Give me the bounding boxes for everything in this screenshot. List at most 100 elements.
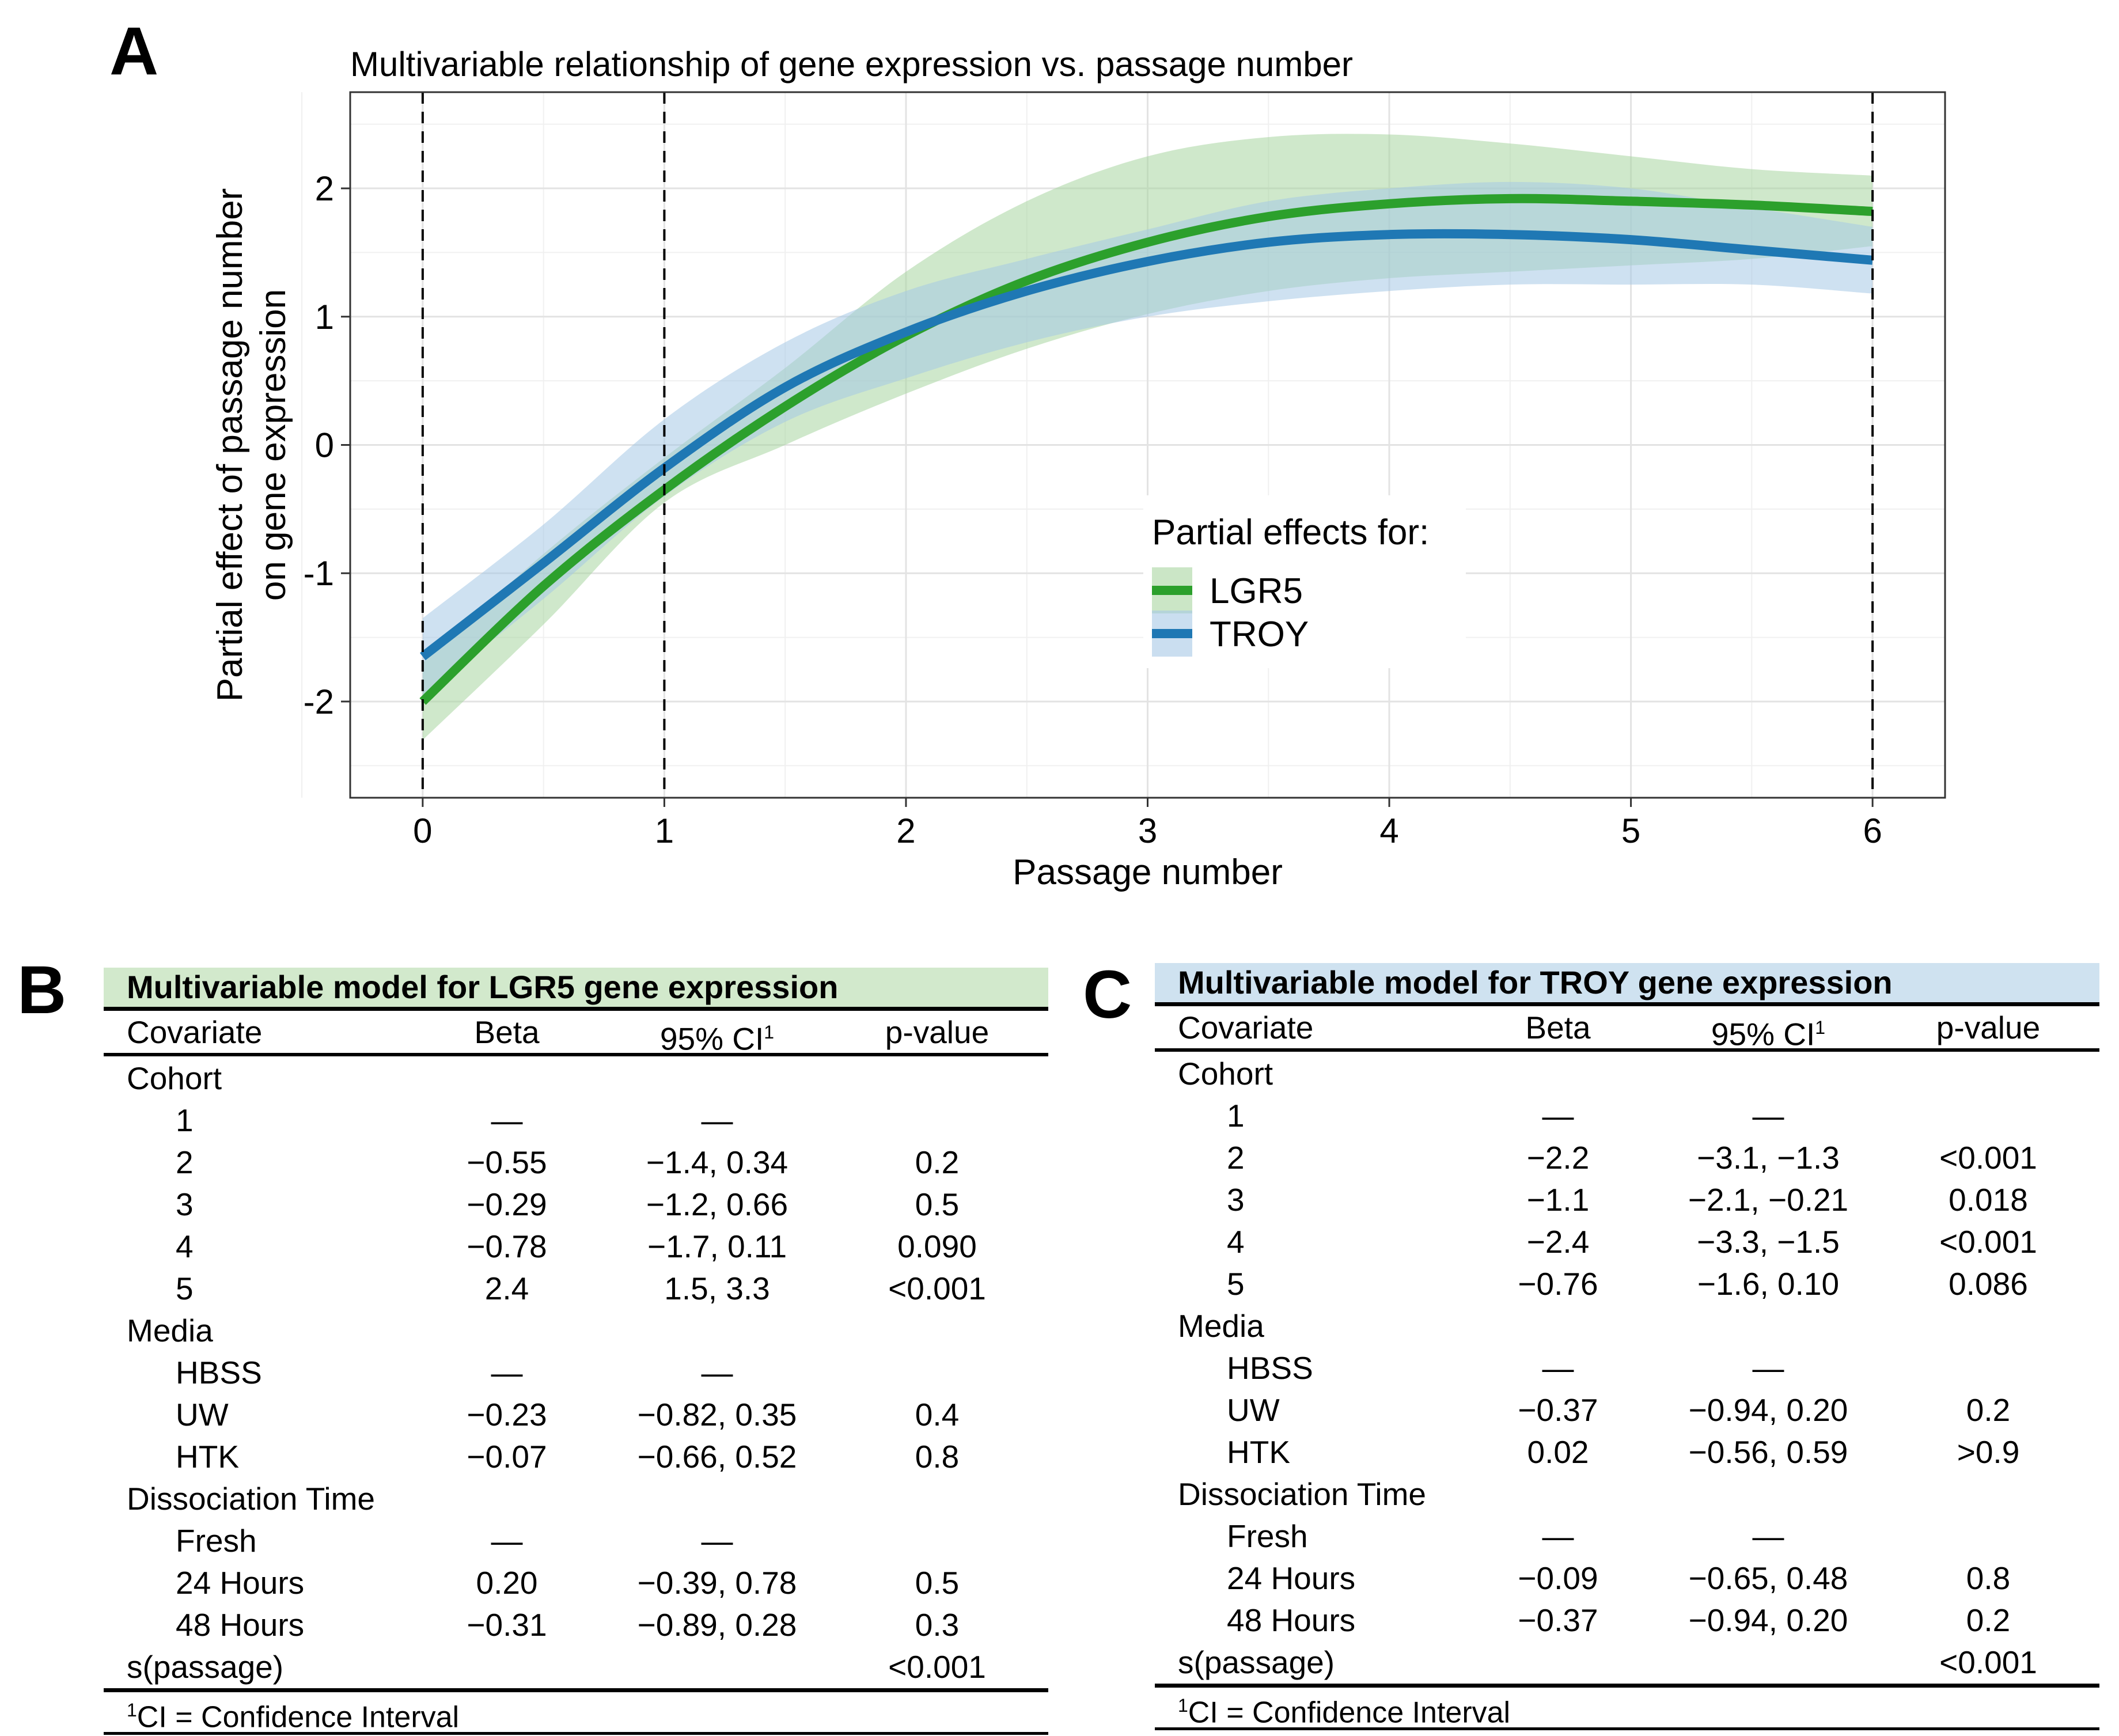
table-row: HTK −0.07 −0.66, 0.52 0.8 xyxy=(104,1436,1048,1477)
header-ci: 95% CI1 xyxy=(659,1021,775,1057)
chart-title: Multivariable relationship of gene expre… xyxy=(350,45,1353,84)
table-footnote-rule xyxy=(1155,1727,2099,1730)
panel-label-b: B xyxy=(17,952,67,1028)
table-header-rule xyxy=(104,1053,1048,1056)
cell-beta: −0.07 xyxy=(467,1439,547,1475)
footnote-text: CI = Confidence Interval xyxy=(137,1700,460,1734)
cell-covariate: Cohort xyxy=(1178,1056,1273,1091)
cell-p-value: 0.086 xyxy=(1949,1266,2028,1302)
table-row: 4 −2.4 −3.3, −1.5 <0.001 xyxy=(1155,1221,2099,1263)
cell-covariate: UW xyxy=(1227,1392,1280,1428)
cell-p-value: 0.090 xyxy=(897,1229,977,1264)
table-bottom-rule xyxy=(104,1688,1048,1692)
y-axis-label-line1: Partial effect of passage number xyxy=(210,188,250,702)
cell-p-value: 0.2 xyxy=(915,1144,960,1180)
table-top-rule xyxy=(104,1007,1048,1011)
table-row: Media xyxy=(104,1310,1048,1351)
cell-covariate: 5 xyxy=(176,1271,194,1306)
cell-beta: −0.31 xyxy=(467,1607,547,1643)
table-row: 48 Hours −0.37 −0.94, 0.20 0.2 xyxy=(1155,1599,2099,1641)
x-tick-label: 6 xyxy=(1863,812,1882,850)
cell-p-value: 0.8 xyxy=(915,1439,960,1475)
cell-beta: 0.20 xyxy=(476,1565,538,1601)
cell-beta: −0.09 xyxy=(1518,1560,1598,1596)
cell-beta: −0.37 xyxy=(1518,1602,1598,1638)
table-row: UW −0.37 −0.94, 0.20 0.2 xyxy=(1155,1389,2099,1431)
x-tick-label: 5 xyxy=(1621,812,1640,850)
table-header-rule xyxy=(1155,1048,2099,1052)
cell-ci: −1.2, 0.66 xyxy=(646,1187,789,1222)
table-row: 24 Hours −0.09 −0.65, 0.48 0.8 xyxy=(1155,1557,2099,1599)
table-row: s(passage) <0.001 xyxy=(104,1646,1048,1688)
passage-effect-chart: 0 1 2 3 4 5 6 -2 -1 0 1 2 Multivariable relationship… xyxy=(210,45,1946,892)
cell-ci: −1.6, 0.10 xyxy=(1697,1266,1840,1302)
header-p-value: p-value xyxy=(885,1014,990,1050)
cell-beta: — xyxy=(1542,1098,1574,1134)
cell-ci: −0.39, 0.78 xyxy=(637,1565,797,1601)
cell-beta: −0.37 xyxy=(1518,1392,1598,1428)
cell-covariate: HTK xyxy=(1227,1434,1290,1470)
y-tick-label: 1 xyxy=(315,298,334,336)
table-row: 5 −0.76 −1.6, 0.10 0.086 xyxy=(1155,1263,2099,1305)
table-header-row: Covariate Beta 95% CI1 p-value xyxy=(104,1011,1048,1056)
legend-title: Partial effects for: xyxy=(1152,513,1429,552)
cell-p-value: 0.3 xyxy=(915,1607,960,1643)
cell-p-value: 0.2 xyxy=(1966,1392,2011,1428)
cell-beta: — xyxy=(1542,1350,1574,1386)
header-covariate: Covariate xyxy=(127,1014,263,1050)
cell-covariate: 3 xyxy=(1227,1182,1245,1218)
cell-beta: −2.2 xyxy=(1526,1140,1590,1176)
x-tick-label: 2 xyxy=(896,812,915,850)
table-row: HTK 0.02 −0.56, 0.59 >0.9 xyxy=(1155,1431,2099,1473)
table-row: 3 −1.1 −2.1, −0.21 0.018 xyxy=(1155,1179,2099,1220)
cell-covariate: s(passage) xyxy=(1178,1644,1335,1680)
cell-covariate: s(passage) xyxy=(127,1649,284,1685)
table-row: Dissociation Time xyxy=(1155,1473,2099,1515)
table-header-row: Covariate Beta 95% CI1 p-value xyxy=(1155,1007,2099,1052)
table-row: 48 Hours −0.31 −0.89, 0.28 0.3 xyxy=(104,1604,1048,1646)
footnote-superscript: 1 xyxy=(1178,1695,1188,1716)
cell-covariate: Fresh xyxy=(176,1523,257,1559)
cell-beta: — xyxy=(1542,1518,1574,1554)
cell-beta: −2.4 xyxy=(1526,1224,1590,1260)
y-tick-label: -1 xyxy=(304,554,334,593)
header-ci: 95% CI1 xyxy=(1711,1016,1826,1052)
cell-covariate: 2 xyxy=(176,1144,194,1180)
cell-covariate: Fresh xyxy=(1227,1518,1308,1554)
cell-covariate: Media xyxy=(1178,1308,1264,1344)
cell-covariate: 48 Hours xyxy=(176,1607,305,1643)
table-bottom-rule xyxy=(1155,1684,2099,1688)
cell-p-value: 0.5 xyxy=(915,1565,960,1601)
cell-ci: — xyxy=(701,1355,733,1390)
cell-beta: −0.23 xyxy=(467,1397,547,1432)
header-beta: Beta xyxy=(474,1014,540,1050)
panel-label-c: C xyxy=(1083,957,1132,1033)
cell-p-value: <0.001 xyxy=(1939,1140,2037,1176)
cell-p-value: <0.001 xyxy=(1939,1644,2037,1680)
table-row: 3 −0.29 −1.2, 0.66 0.5 xyxy=(104,1184,1048,1225)
cell-ci: −0.94, 0.20 xyxy=(1688,1602,1848,1638)
legend-background xyxy=(1143,495,1466,668)
table-row: s(passage) <0.001 xyxy=(1155,1642,2099,1683)
table-row: 1 — — xyxy=(1155,1095,2099,1136)
cell-ci: −1.4, 0.34 xyxy=(646,1144,789,1180)
table-row: UW −0.23 −0.82, 0.35 0.4 xyxy=(104,1394,1048,1435)
cell-ci: −0.56, 0.59 xyxy=(1688,1434,1848,1470)
table-row: 1 — — xyxy=(104,1100,1048,1141)
header-p-value: p-value xyxy=(1936,1010,2041,1045)
x-tick-label: 3 xyxy=(1138,812,1157,850)
header-ci-superscript: 1 xyxy=(764,1022,775,1043)
cell-p-value: <0.001 xyxy=(888,1649,986,1685)
y-axis-label-line2: on gene expression xyxy=(253,289,293,601)
cell-beta: 2.4 xyxy=(484,1271,529,1306)
lgr5-model-table: Multivariable model for LGR5 gene expres… xyxy=(104,968,1048,1735)
cell-beta: −0.29 xyxy=(467,1187,547,1222)
cell-beta: 0.02 xyxy=(1527,1434,1589,1470)
cell-p-value: 0.4 xyxy=(915,1397,960,1432)
cell-ci: −1.7, 0.11 xyxy=(647,1229,787,1264)
cell-beta: — xyxy=(491,1523,523,1559)
table-row: 4 −0.78 −1.7, 0.11 0.090 xyxy=(104,1226,1048,1267)
cell-ci: −0.65, 0.48 xyxy=(1688,1560,1848,1596)
table-row: Dissociation Time xyxy=(104,1478,1048,1519)
table-top-rule xyxy=(1155,1002,2099,1006)
